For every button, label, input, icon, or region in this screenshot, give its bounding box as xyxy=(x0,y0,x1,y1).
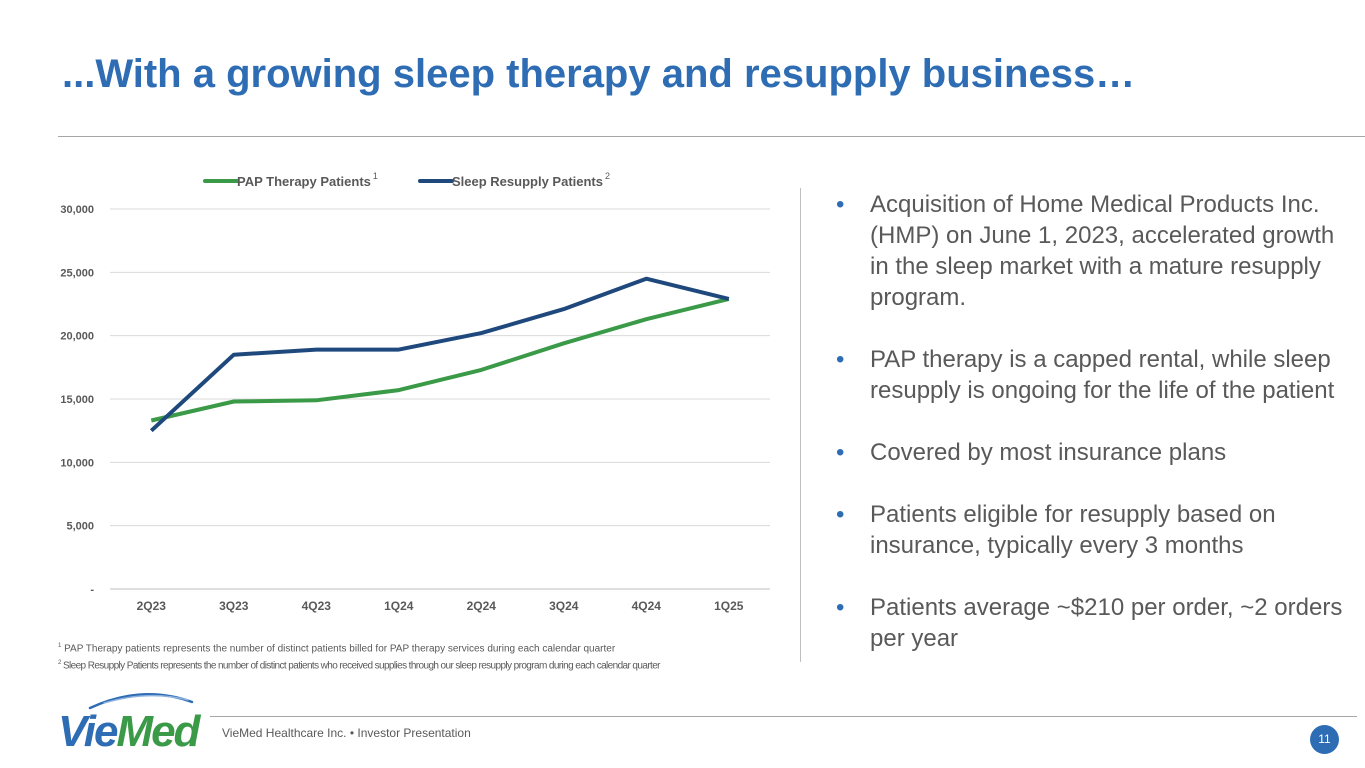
x-tick-label: 1Q24 xyxy=(384,599,414,613)
title-divider xyxy=(58,136,1365,137)
x-tick-label: 2Q23 xyxy=(137,599,167,613)
bullet-text: Covered by most insurance plans xyxy=(870,439,1227,466)
page-title: ...With a growing sleep therapy and resu… xyxy=(62,52,1136,96)
footnotes: 1 PAP Therapy patients represents the nu… xyxy=(58,639,778,674)
x-tick-label: 1Q25 xyxy=(714,599,744,613)
vertical-divider xyxy=(800,188,801,662)
bullet-marker: • xyxy=(836,346,845,373)
viemed-logo: VieMed xyxy=(58,693,204,750)
footnote-2: 2 Sleep Resupply Patients represents the… xyxy=(58,660,661,672)
page-number: 11 xyxy=(1310,725,1339,754)
series-line-2 xyxy=(149,276,730,433)
bullet-text: Patients average ~$210 per order, ~2 ord… xyxy=(870,594,1343,652)
patients-line-chart: - 5,000 10,000 15,000 20,000 25,000 30,000 2Q23… xyxy=(60,171,770,613)
y-tick-label: 5,000 xyxy=(66,521,94,533)
legend-label-1: PAP Therapy Patients xyxy=(237,174,371,189)
x-tick-label: 4Q23 xyxy=(302,599,332,613)
bullet-text: Acquisition of Home Medical Products Inc… xyxy=(870,191,1335,311)
y-tick-label: 20,000 xyxy=(60,331,94,343)
bullet-text: PAP therapy is a capped rental, while sl… xyxy=(870,346,1335,404)
y-tick-label: 15,000 xyxy=(60,394,94,406)
footer-text: VieMed Healthcare Inc. • Investor Presen… xyxy=(222,726,471,740)
svg-text:VieMed: VieMed xyxy=(58,707,202,750)
bullet-item-1: • Acquisition of Home Medical Products In… xyxy=(836,189,1346,313)
legend-footnote-marker-1: 1 xyxy=(373,171,378,181)
x-tick-label: 2Q24 xyxy=(467,599,497,613)
y-tick-label: 25,000 xyxy=(60,267,94,279)
bullet-text: Patients eligible for resupply based on … xyxy=(870,501,1276,559)
bullet-item-4: • Patients eligible for resupply based on… xyxy=(836,499,1346,561)
bullet-marker: • xyxy=(836,191,845,218)
x-tick-label: 3Q23 xyxy=(219,599,249,613)
x-tick-label: 4Q24 xyxy=(632,599,662,613)
series-line-1 xyxy=(150,296,730,423)
legend-footnote-marker-2: 2 xyxy=(605,171,610,181)
x-tick-label: 3Q24 xyxy=(549,599,579,613)
footer-divider xyxy=(210,716,1357,717)
bullet-item-2: • PAP therapy is a capped rental, while s… xyxy=(836,344,1346,406)
bullet-marker: • xyxy=(836,594,845,621)
bullet-marker: • xyxy=(836,439,845,466)
bullet-item-3: • Covered by most insurance plans xyxy=(836,437,1346,468)
y-tick-label: 10,000 xyxy=(60,457,94,469)
bullet-marker: • xyxy=(836,501,845,528)
y-tick-label: 30,000 xyxy=(60,204,94,216)
bullet-item-5: • Patients average ~$210 per order, ~2 or… xyxy=(836,592,1346,654)
footnote-1: 1 PAP Therapy patients represents the nu… xyxy=(58,643,616,655)
y-tick-label: - xyxy=(90,584,94,596)
bullet-list: • Acquisition of Home Medical Products In… xyxy=(836,189,1346,685)
legend-label-2: Sleep Resupply Patients xyxy=(452,174,603,189)
